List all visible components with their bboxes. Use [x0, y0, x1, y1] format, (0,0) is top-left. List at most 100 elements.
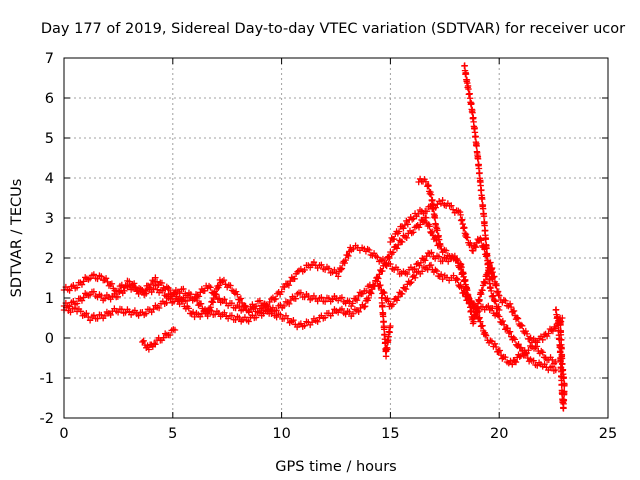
data-point-track-2 — [470, 318, 477, 325]
data-point-high-spike — [489, 293, 496, 300]
data-point-track-1 — [482, 331, 489, 338]
data-point-track-1 — [417, 221, 424, 228]
data-point-track-3 — [505, 329, 513, 337]
x-tick-label: 10 — [272, 426, 290, 442]
data-point-track-2 — [428, 249, 435, 256]
data-point-track-2 — [460, 270, 467, 277]
data-point-track-3 — [515, 341, 522, 348]
data-point-track-2 — [216, 295, 223, 302]
data-point-track-2 — [394, 266, 402, 273]
data-point-track-3 — [460, 289, 467, 297]
data-point-track-3 — [90, 312, 98, 319]
axis-ticks: 0 5 10 15 20 25 -2 -1 0 1 2 3 4 5 6 7 — [40, 51, 618, 442]
data-point-track-1 — [477, 318, 484, 325]
data-point-track-2 — [291, 275, 298, 283]
data-point-short-segment — [150, 340, 158, 347]
data-point-track-1 — [207, 304, 214, 311]
data-point-tail-23h — [561, 388, 568, 395]
data-point-track-1 — [158, 279, 166, 287]
data-point-track-2 — [344, 251, 351, 259]
data-point-track-3 — [280, 302, 288, 310]
data-point-track-2 — [476, 296, 483, 304]
data-point-track-1 — [428, 228, 436, 235]
data-point-ramp-16h — [478, 237, 485, 244]
data-point-track-3 — [221, 309, 228, 316]
data-point-high-spike — [462, 70, 470, 78]
data-point-short-segment — [145, 346, 153, 353]
data-point-tail-23h — [557, 327, 564, 334]
data-point-track-2 — [170, 290, 178, 298]
data-point-track-3 — [286, 300, 293, 308]
data-point-track-3 — [232, 316, 239, 323]
data-point-track-2 — [435, 253, 443, 260]
data-point-track-1 — [539, 349, 546, 356]
data-point-track-3 — [273, 307, 280, 314]
data-point-short-segment — [152, 341, 159, 348]
data-point-track-2 — [126, 282, 133, 289]
data-point-track-2 — [278, 288, 285, 295]
data-point-high-spike — [496, 306, 503, 314]
data-point-track-2 — [493, 282, 500, 289]
data-point-track-3 — [504, 324, 511, 332]
data-point-track-3 — [67, 309, 74, 316]
data-point-track-2 — [331, 266, 338, 274]
data-point-track-2 — [387, 260, 394, 268]
data-point-ramp-16h — [432, 204, 439, 211]
data-point-track-2 — [345, 252, 352, 260]
y-tick-label: 7 — [45, 51, 54, 67]
data-point-track-2 — [205, 282, 213, 290]
data-point-track-1 — [102, 275, 110, 282]
data-point-track-3 — [101, 312, 109, 320]
y-tick-label: 2 — [45, 251, 54, 267]
data-point-track-3 — [305, 292, 312, 300]
data-point-track-3 — [362, 287, 370, 295]
data-point-track-3 — [215, 309, 223, 317]
data-point-track-2 — [272, 295, 279, 303]
data-point-track-1 — [314, 318, 321, 325]
data-point-track-3 — [408, 278, 415, 286]
data-point-track-1 — [197, 300, 205, 307]
data-point-track-1 — [321, 314, 329, 321]
data-point-track-1 — [209, 298, 216, 305]
data-point-track-2 — [191, 295, 198, 303]
data-point-track-1 — [329, 309, 336, 317]
data-point-track-3 — [377, 281, 384, 289]
data-point-track-3 — [466, 295, 473, 302]
data-point-track-3 — [450, 272, 457, 279]
data-point-peak-17h — [425, 182, 432, 190]
data-point-track-2 — [413, 260, 420, 268]
data-point-track-2 — [374, 254, 381, 261]
data-point-tail-23h — [556, 314, 564, 322]
data-point-track-3 — [454, 276, 461, 283]
data-point-track-1 — [301, 322, 308, 329]
data-point-track-3 — [245, 318, 252, 325]
data-point-track-2 — [337, 266, 345, 273]
data-point-track-2 — [456, 262, 464, 270]
data-point-track-2 — [502, 297, 509, 305]
data-point-ramp-16h — [448, 202, 455, 209]
data-point-ramp-16h — [481, 246, 488, 253]
data-point-high-spike — [480, 212, 488, 220]
data-point-track-2 — [457, 265, 465, 273]
data-point-track-2 — [342, 256, 349, 264]
data-point-track-2 — [301, 266, 308, 274]
data-point-track-3 — [437, 271, 445, 278]
data-point-track-2 — [454, 256, 461, 264]
data-point-track-1 — [284, 315, 292, 322]
data-point-track-2 — [523, 330, 531, 338]
data-point-track-1 — [209, 299, 217, 306]
data-point-ramp-16h — [461, 224, 468, 232]
data-point-track-2 — [420, 255, 427, 263]
data-point-track-1 — [338, 305, 346, 313]
data-point-track-1 — [516, 353, 523, 360]
data-point-ramp-16h — [423, 207, 431, 215]
x-tick-label: 5 — [168, 426, 177, 442]
data-point-track-3 — [163, 299, 170, 306]
data-point-track-1 — [410, 229, 417, 236]
data-point-ramp-16h — [390, 235, 398, 243]
data-point-ramp-16h — [464, 234, 471, 241]
data-point-track-3 — [499, 317, 507, 325]
data-point-ramp-16h — [469, 247, 477, 255]
data-point-track-1 — [479, 322, 486, 329]
